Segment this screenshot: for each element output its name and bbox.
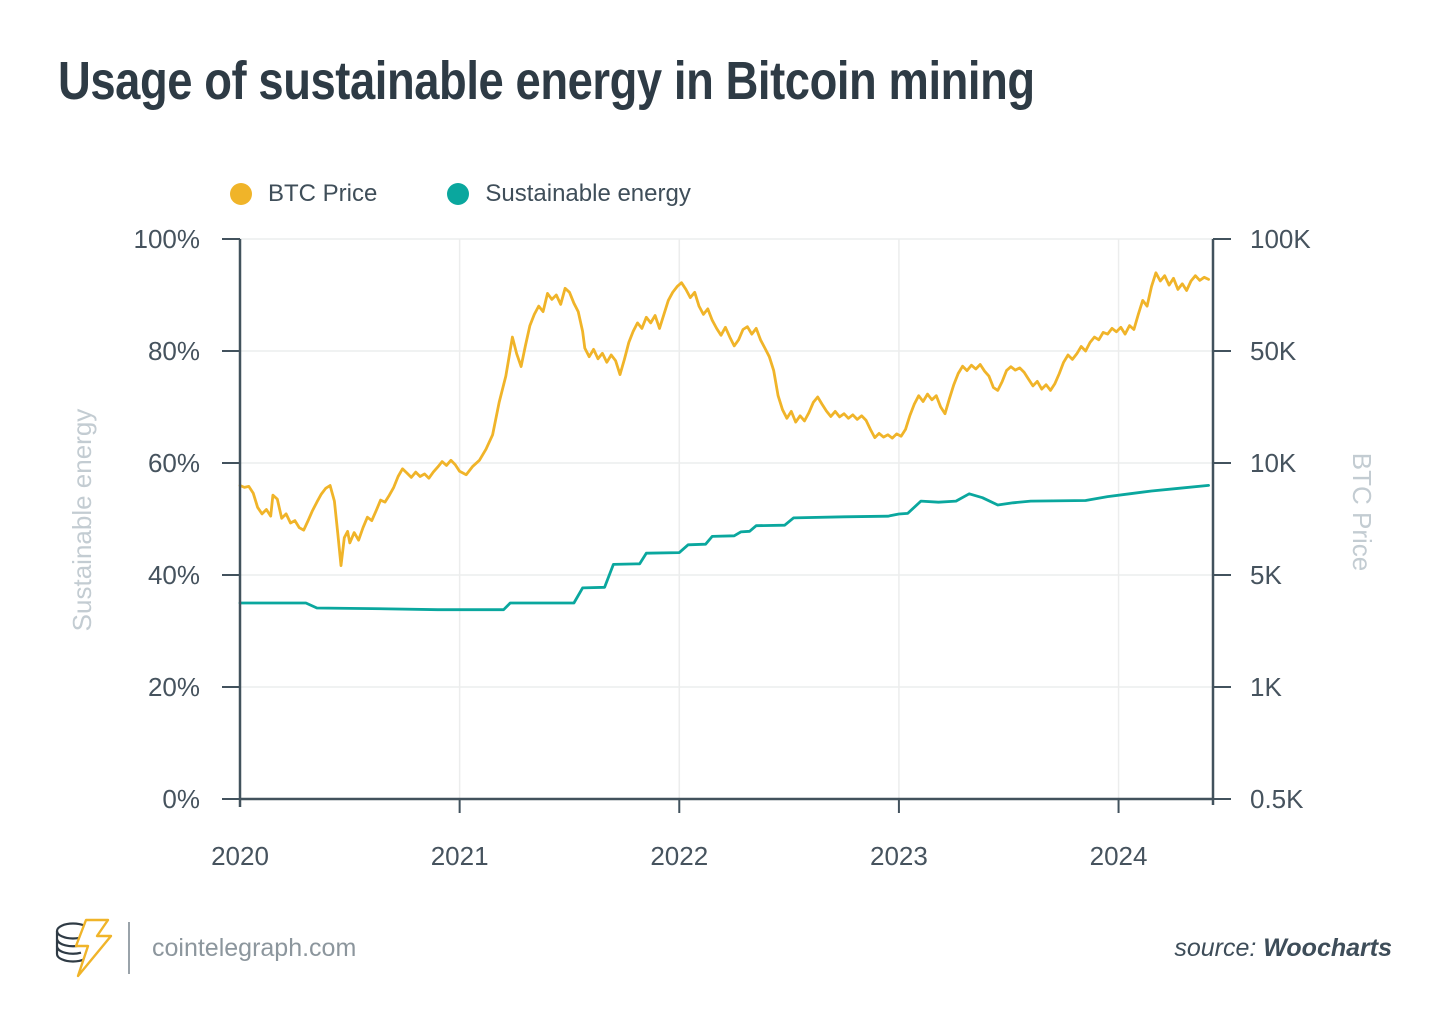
right-axis-tick-50K: 50K	[1250, 336, 1297, 366]
legend-label-sustainable-energy: Sustainable energy	[485, 180, 691, 207]
left-axis-tick-20%: 20%	[147, 672, 200, 702]
x-axis-tick-2022: 2022	[650, 841, 709, 871]
footer-site-text: cointelegraph.com	[152, 934, 357, 962]
left-axis-tick-40%: 40%	[147, 560, 200, 590]
x-axis-tick-2023: 2023	[869, 841, 928, 871]
source-name: Woocharts	[1263, 934, 1392, 962]
left-axis-title: Sustainable energy	[67, 408, 97, 632]
legend-item-btc-price: BTC Price	[230, 180, 377, 208]
legend-item-sustainable-energy: Sustainable energy	[447, 180, 691, 208]
left-axis-tick-100%: 100%	[133, 224, 201, 254]
x-axis-tick-2020: 2020	[211, 841, 269, 871]
btc-price-dot-icon	[230, 183, 252, 205]
source-label: source:	[1174, 934, 1257, 962]
right-axis-tick-5K: 5K	[1250, 560, 1282, 590]
right-axis-title: BTC Price	[1347, 452, 1377, 572]
right-axis-tick-10K: 10K	[1250, 448, 1297, 478]
series-line-btc-price	[238, 271, 1210, 568]
right-axis-tick-1K: 1K	[1250, 672, 1282, 702]
x-axis-tick-2021: 2021	[430, 841, 489, 871]
right-axis-tick-0.5K: 0.5K	[1250, 784, 1304, 814]
legend-label-btc-price: BTC Price	[268, 180, 378, 207]
line-chart-plot-area	[222, 238, 1231, 813]
footer-source: source: Woocharts	[1174, 934, 1392, 963]
sustainable-energy-dot-icon	[447, 183, 470, 205]
left-axis-tick-80%: 80%	[147, 336, 200, 366]
series-line-sustainable-energy	[238, 483, 1210, 612]
footer-divider	[128, 922, 130, 974]
right-axis-tick-100K: 100K	[1250, 224, 1311, 254]
x-axis-tick-2024: 2024	[1089, 841, 1148, 871]
chart-legend: BTC Price Sustainable energy	[230, 180, 691, 208]
page-title: Usage of sustainable energy in Bitcoin m…	[58, 51, 1035, 111]
cointelegraph-logo-icon	[55, 918, 113, 978]
left-axis-tick-0%: 0%	[162, 784, 200, 814]
left-axis-tick-60%: 60%	[147, 448, 200, 478]
